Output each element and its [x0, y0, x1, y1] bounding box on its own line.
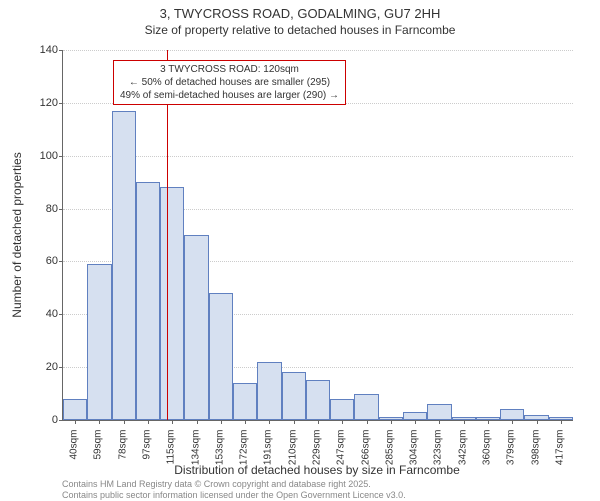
- annotation-line: 49% of semi-detached houses are larger (…: [120, 89, 339, 102]
- y-tick-label: 100: [28, 150, 58, 162]
- x-tick-mark: [367, 420, 368, 424]
- y-tick-label: 20: [28, 361, 58, 373]
- x-tick-mark: [464, 420, 465, 424]
- x-tick-mark: [269, 420, 270, 424]
- y-tick-label: 60: [28, 255, 58, 267]
- x-tick-mark: [124, 420, 125, 424]
- histogram-bar: [209, 293, 233, 420]
- y-tick-mark: [59, 103, 63, 104]
- histogram-bar: [282, 372, 306, 420]
- attribution-line-2: Contains public sector information licen…: [62, 490, 406, 501]
- histogram-bar: [87, 264, 111, 420]
- y-tick-label: 40: [28, 308, 58, 320]
- annotation-line: 3 TWYCROSS ROAD: 120sqm: [120, 63, 339, 76]
- gridline: [63, 50, 573, 51]
- histogram-bar: [112, 111, 136, 420]
- attribution-text: Contains HM Land Registry data © Crown c…: [62, 479, 406, 501]
- y-tick-mark: [59, 261, 63, 262]
- y-tick-label: 140: [28, 44, 58, 56]
- chart-subtitle: Size of property relative to detached ho…: [0, 23, 600, 37]
- x-tick-mark: [99, 420, 100, 424]
- x-tick-mark: [488, 420, 489, 424]
- x-tick-mark: [439, 420, 440, 424]
- histogram-bar: [257, 362, 281, 420]
- x-tick-mark: [318, 420, 319, 424]
- x-tick-mark: [172, 420, 173, 424]
- x-tick-mark: [561, 420, 562, 424]
- annotation-line: ← 50% of detached houses are smaller (29…: [120, 76, 339, 89]
- x-tick-mark: [415, 420, 416, 424]
- x-tick-mark: [245, 420, 246, 424]
- y-tick-mark: [59, 314, 63, 315]
- x-axis-label: Distribution of detached houses by size …: [62, 463, 572, 477]
- y-tick-mark: [59, 156, 63, 157]
- x-tick-mark: [221, 420, 222, 424]
- y-tick-mark: [59, 420, 63, 421]
- chart-title: 3, TWYCROSS ROAD, GODALMING, GU7 2HH: [0, 0, 600, 23]
- histogram-bar: [354, 394, 378, 420]
- histogram-bar: [330, 399, 354, 420]
- histogram-bar: [306, 380, 330, 420]
- y-tick-mark: [59, 50, 63, 51]
- x-tick-mark: [294, 420, 295, 424]
- gridline: [63, 156, 573, 157]
- x-tick-mark: [75, 420, 76, 424]
- x-tick-mark: [342, 420, 343, 424]
- histogram-bar: [63, 399, 87, 420]
- histogram-bar: [233, 383, 257, 420]
- y-tick-mark: [59, 209, 63, 210]
- x-tick-mark: [512, 420, 513, 424]
- y-tick-mark: [59, 367, 63, 368]
- x-tick-mark: [537, 420, 538, 424]
- histogram-bar: [136, 182, 160, 420]
- y-axis-label: Number of detached properties: [10, 50, 24, 420]
- reference-line: [167, 50, 168, 420]
- y-tick-label: 0: [28, 414, 58, 426]
- x-tick-mark: [197, 420, 198, 424]
- histogram-bar: [427, 404, 451, 420]
- attribution-line-1: Contains HM Land Registry data © Crown c…: [62, 479, 406, 490]
- x-tick-mark: [148, 420, 149, 424]
- y-tick-label: 80: [28, 203, 58, 215]
- histogram-bar: [500, 409, 524, 420]
- histogram-bar: [160, 187, 184, 420]
- chart-container: 3, TWYCROSS ROAD, GODALMING, GU7 2HH Siz…: [0, 0, 600, 500]
- y-tick-label: 120: [28, 97, 58, 109]
- histogram-bar: [184, 235, 208, 420]
- x-tick-mark: [391, 420, 392, 424]
- histogram-bar: [403, 412, 427, 420]
- plot-area: 3 TWYCROSS ROAD: 120sqm← 50% of detached…: [62, 50, 573, 421]
- annotation-box: 3 TWYCROSS ROAD: 120sqm← 50% of detached…: [113, 60, 346, 105]
